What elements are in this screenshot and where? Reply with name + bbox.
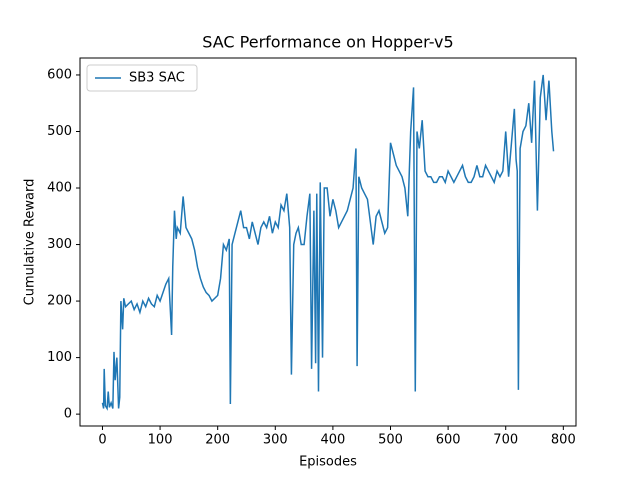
y-axis-label: Cumulative Reward xyxy=(23,179,38,306)
x-tick-label: 0 xyxy=(98,433,106,448)
x-axis-label: Episodes xyxy=(299,455,357,470)
y-tick-label: 500 xyxy=(47,124,72,139)
plot-frame xyxy=(79,57,577,427)
y-tick-label: 600 xyxy=(47,67,72,82)
y-tick-label: 300 xyxy=(47,237,72,252)
x-tick-label: 700 xyxy=(493,433,518,448)
x-tick-label: 200 xyxy=(205,433,230,448)
x-tick-label: 600 xyxy=(436,433,461,448)
x-tick-label: 100 xyxy=(148,433,173,448)
legend-label: SB3 SAC xyxy=(129,71,185,86)
chart-title: SAC Performance on Hopper-v5 xyxy=(202,33,453,52)
y-tick-label: 0 xyxy=(64,407,72,422)
y-tick-label: 400 xyxy=(47,181,72,196)
y-tick-label: 100 xyxy=(47,350,72,365)
x-tick-label: 800 xyxy=(551,433,576,448)
y-tick-label: 200 xyxy=(47,294,72,309)
x-tick-label: 300 xyxy=(263,433,288,448)
x-tick-label: 400 xyxy=(320,433,345,448)
legend-box xyxy=(86,64,198,92)
series-line xyxy=(101,74,555,411)
x-tick-label: 500 xyxy=(378,433,403,448)
